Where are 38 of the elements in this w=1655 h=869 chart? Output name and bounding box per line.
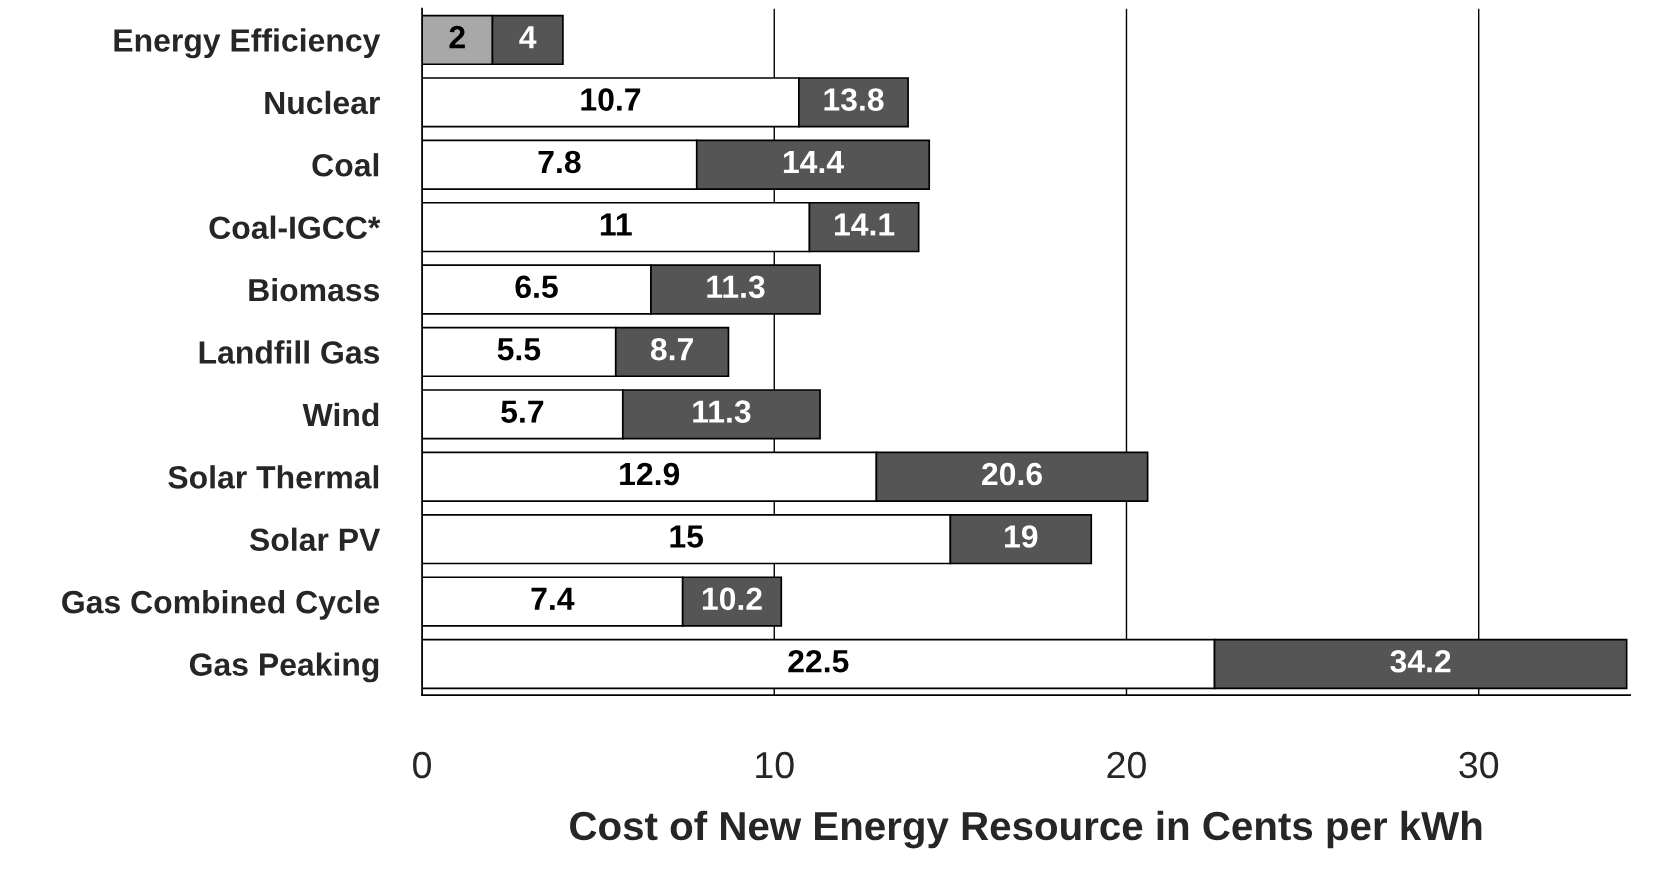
data-label: 10.7	[581, 88, 641, 111]
y-tick-label: Gas Peaking	[189, 652, 379, 683]
y-tick-label: Biomass	[249, 277, 380, 302]
data-label: 2	[449, 25, 465, 49]
data-label: 7.4	[531, 587, 575, 610]
data-label: 22.5	[788, 649, 849, 673]
total-label: 11.3	[693, 400, 751, 423]
data-label: 12.9	[620, 462, 680, 486]
y-tick-label: Gas Combined Cycle	[62, 590, 380, 620]
x-axis-title: Cost of New Energy Resource in Cents per kWh	[570, 810, 1482, 849]
data-label: 6.5	[515, 275, 558, 299]
total-label: 8.7	[650, 337, 693, 361]
y-tick-label: Solar PV	[249, 527, 381, 552]
total-label: 11.3	[707, 275, 765, 299]
data-label: 5.5	[497, 338, 541, 361]
total-label: 13.8	[824, 88, 884, 111]
total-label: 14.1	[835, 213, 895, 236]
total-label: 14.4	[783, 151, 844, 173]
data-label: 15	[670, 525, 704, 548]
data-label: 5.7	[501, 400, 544, 423]
total-label: 20.6	[982, 462, 1042, 486]
data-label: 11	[600, 213, 632, 236]
y-tick-label: Solar Thermal	[168, 465, 379, 489]
total-label: 10.2	[702, 587, 762, 611]
y-tick-label: Energy Efficiency	[114, 28, 381, 59]
total-label: 19	[1005, 525, 1038, 548]
x-tick-label: 0	[413, 751, 431, 779]
total-label: 34.2	[1390, 649, 1451, 673]
y-tick-label: Nuclear	[265, 90, 380, 115]
total-label: 4	[519, 26, 537, 49]
x-tick-label: 10	[756, 751, 794, 779]
y-tick-label: Landfill Gas	[199, 340, 380, 364]
x-tick-label: 20	[1107, 751, 1146, 779]
data-label: 7.8	[538, 150, 581, 174]
y-tick-label: Wind	[302, 402, 379, 427]
y-tick-label: Coal-IGCC*	[209, 215, 381, 240]
x-tick-label: 30	[1459, 751, 1499, 779]
y-tick-label: Coal	[312, 153, 379, 177]
